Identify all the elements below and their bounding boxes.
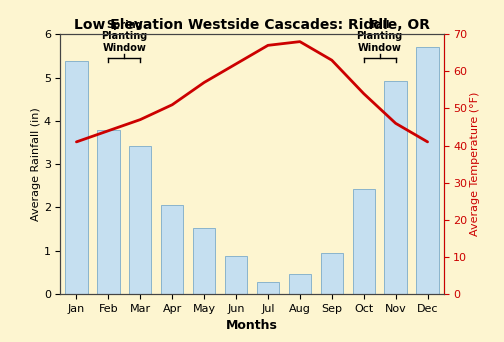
X-axis label: Months: Months — [226, 319, 278, 332]
Bar — [257, 282, 279, 294]
Bar — [66, 61, 88, 294]
Bar — [321, 253, 343, 294]
Bar — [129, 146, 151, 294]
Bar — [97, 130, 119, 294]
Y-axis label: Average Temperature (°F): Average Temperature (°F) — [470, 92, 480, 236]
Y-axis label: Average Rainfall (in): Average Rainfall (in) — [31, 107, 41, 221]
Text: Fall
Planting
Window: Fall Planting Window — [356, 19, 403, 53]
Text: Spring
Planting
Window: Spring Planting Window — [101, 19, 148, 53]
Bar — [289, 274, 311, 294]
Bar — [385, 81, 407, 294]
Bar — [225, 256, 247, 294]
Title: Low Elevation Westside Cascades: Riddle, OR: Low Elevation Westside Cascades: Riddle,… — [74, 18, 430, 32]
Bar — [193, 228, 215, 294]
Bar — [416, 47, 438, 294]
Bar — [161, 205, 183, 294]
Bar — [352, 189, 375, 294]
